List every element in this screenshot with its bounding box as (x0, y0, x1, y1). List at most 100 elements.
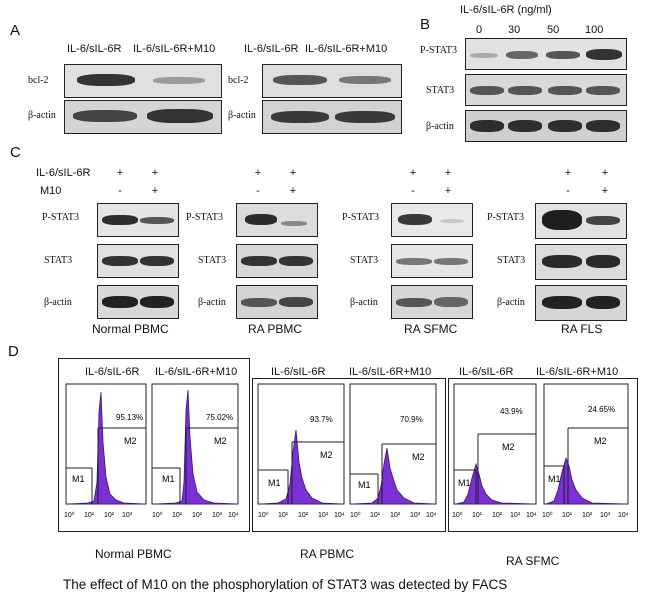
axis-tick-label: 10² (390, 512, 401, 519)
axis-tick-label: 10⁰ (152, 511, 163, 519)
c1-row-pstat3: P-STAT3 (42, 212, 79, 223)
facs-plot-title: IL-6/sIL-6R (459, 366, 514, 378)
blot-strip (262, 64, 402, 98)
blot-band (339, 76, 391, 84)
blot-strip (465, 38, 627, 70)
blot-strip (535, 285, 627, 321)
blot-band (542, 255, 582, 268)
blot-band (281, 221, 307, 226)
axis-tick-label: 10¹ (370, 512, 381, 519)
blot-band (470, 86, 504, 95)
blot-band (241, 298, 277, 307)
c2-row-stat3: STAT3 (198, 255, 227, 266)
c-group-label: RA PBMC (248, 322, 303, 336)
percent-label: 93.7% (310, 415, 333, 424)
c3-row-actin: β-actin (350, 297, 378, 308)
blot-band (396, 298, 432, 307)
minus-sign: - (256, 185, 260, 197)
blot-band (470, 53, 498, 58)
panel-a-lane1-label: IL-6/sIL-6R (67, 43, 122, 55)
blot-strip (465, 110, 627, 142)
blot-strip (391, 244, 473, 278)
blot-band (508, 120, 542, 132)
blot-band (271, 111, 329, 123)
percent-label: 95.13% (116, 413, 143, 422)
dose-label: 0 (476, 24, 483, 36)
axis-tick-label: 10⁰ (64, 511, 75, 519)
blot-band (586, 120, 620, 132)
blot-strip (64, 64, 222, 98)
axis-tick-label: 10⁰ (350, 511, 361, 519)
axis-tick-label: 10⁴ (526, 512, 537, 519)
blot-strip (64, 100, 222, 134)
axis-tick-label: 10¹ (84, 512, 95, 519)
plus-sign: + (601, 185, 609, 197)
m2-label: M2 (320, 450, 333, 460)
panel-a-letter: A (10, 22, 21, 39)
axis-tick-label: 10⁰ (452, 511, 463, 519)
blot-band (508, 86, 542, 95)
plus-sign: + (444, 167, 452, 179)
blot-band (102, 296, 138, 308)
plus-sign: + (289, 185, 297, 197)
blot-band (542, 210, 582, 230)
axis-tick-label: 10⁴ (426, 512, 437, 519)
blot-band (398, 214, 432, 225)
panel-a-lane2-label-2: IL-6/sIL-6R+M10 (305, 43, 388, 55)
blot-band (153, 77, 205, 84)
axis-tick-label: 10² (104, 512, 115, 519)
blot-strip (97, 203, 179, 237)
blot-strip (391, 203, 473, 237)
c4-row-stat3: STAT3 (497, 255, 526, 266)
axis-tick-label: 10³ (510, 512, 521, 519)
blot-strip (262, 100, 402, 134)
panel-b-row-pstat3: P-STAT3 (420, 45, 457, 56)
figure-caption: The effect of M10 on the phosphorylation… (63, 577, 508, 592)
treat-label-il6: IL-6/sIL-6R (36, 167, 91, 179)
blot-band (434, 258, 468, 265)
blot-band (140, 217, 174, 224)
c-group-label: Normal PBMC (92, 322, 169, 336)
percent-label: 75.02% (206, 413, 233, 422)
minus-sign: - (566, 185, 570, 197)
facs-plot-title: IL-6/sIL-6R+M10 (155, 366, 238, 378)
facs-plot-title: IL-6/sIL-6R (271, 366, 326, 378)
blot-strip (535, 244, 627, 280)
blot-strip (236, 203, 318, 237)
blot-band (140, 296, 174, 308)
blot-band (440, 219, 464, 223)
m2-label: M2 (594, 436, 607, 446)
axis-tick-label: 10³ (212, 512, 223, 519)
panel-b-letter: B (420, 16, 431, 33)
percent-label: 24.65% (588, 405, 615, 414)
m2-label: M2 (124, 436, 137, 446)
axis-tick-label: 10⁴ (334, 512, 345, 519)
m1-label: M1 (458, 478, 471, 488)
facs-plot-title: IL-6/sIL-6R+M10 (349, 366, 432, 378)
m1-label: M1 (358, 480, 371, 490)
facs-histogram-4: M1 M2 70.9% 10⁰ 10¹ 10² 10³ 10⁴ (349, 383, 437, 519)
minus-sign: - (411, 185, 415, 197)
m2-label: M2 (412, 452, 425, 462)
axis-tick-label: 10³ (600, 512, 611, 519)
blot-band (586, 216, 620, 225)
axis-tick-label: 10⁴ (228, 512, 239, 519)
facs-plot-title: IL-6/sIL-6R (85, 366, 140, 378)
blot-strip (236, 244, 318, 278)
minus-sign: - (118, 185, 122, 197)
blot-band (470, 120, 504, 132)
dose-label: 100 (585, 24, 604, 36)
plus-sign: + (116, 167, 124, 179)
axis-tick-label: 10² (192, 512, 203, 519)
panel-b-header: IL-6/sIL-6R (ng/ml) (460, 4, 552, 16)
c2-row-actin: β-actin (198, 297, 226, 308)
plus-sign: + (601, 167, 609, 179)
dose-label: 50 (547, 24, 560, 36)
blot-band (506, 51, 538, 59)
axis-tick-label: 10³ (122, 512, 133, 519)
blot-band (335, 111, 395, 123)
blot-band (279, 256, 313, 266)
d-group-label: RA SFMC (506, 554, 560, 568)
axis-tick-label: 10³ (410, 512, 421, 519)
axis-tick-label: 10⁴ (618, 512, 629, 519)
